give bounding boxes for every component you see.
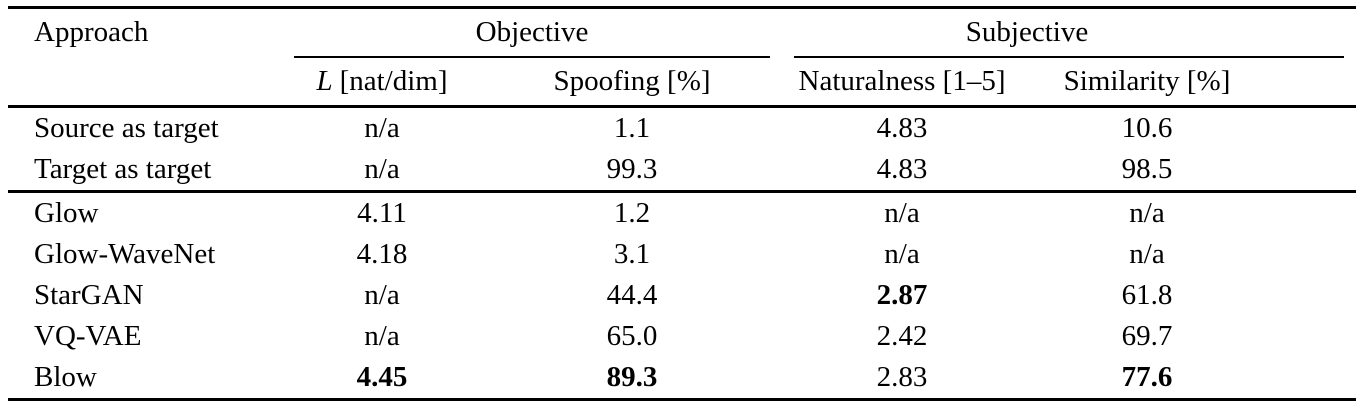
- cell-similarity: 10.6: [1121, 112, 1173, 144]
- table-row-blow: Blow 4.45 89.3 2.83 77.6: [8, 357, 1356, 398]
- cmidrule-gap: [770, 56, 794, 58]
- cell-l: 4.45: [356, 361, 408, 393]
- l-math-symbol: L: [316, 65, 333, 97]
- cell-spoofing: 3.1: [613, 238, 651, 270]
- cell-approach: Target as target: [34, 153, 212, 185]
- cell-naturalness: n/a: [884, 238, 920, 270]
- l-unit-label: [nat/dim]: [339, 65, 448, 97]
- header-group-row: Approach Objective Subjective: [8, 9, 1356, 56]
- cell-approach: Source as target: [34, 112, 219, 144]
- column-header-naturalness: Naturalness [1–5]: [798, 65, 1006, 97]
- cell-naturalness: 4.83: [876, 153, 928, 185]
- cell-spoofing: 89.3: [606, 361, 658, 393]
- rule-objective-group: [294, 56, 770, 58]
- group-header-objective: Objective: [475, 16, 589, 48]
- rule-under-header: [8, 105, 1356, 108]
- table-row-glow: Glow 4.11 1.2 n/a n/a: [8, 193, 1356, 234]
- cell-approach: VQ-VAE: [34, 320, 142, 352]
- rule-subjective-group: [794, 56, 1344, 58]
- cell-l: 4.18: [356, 238, 408, 270]
- rule-bottom: [8, 398, 1356, 401]
- table-row-target-as-target: Target as target n/a 99.3 4.83 98.5: [8, 149, 1356, 190]
- cell-naturalness: 2.87: [876, 279, 928, 311]
- table-row-vq-vae: VQ-VAE n/a 65.0 2.42 69.7: [8, 316, 1356, 357]
- column-header-l-nat-dim: L [nat/dim]: [282, 65, 482, 98]
- cell-spoofing: 99.3: [606, 153, 658, 185]
- column-header-approach: Approach: [34, 16, 149, 48]
- table-row-stargan: StarGAN n/a 44.4 2.87 61.8: [8, 275, 1356, 316]
- cell-similarity: 61.8: [1121, 279, 1173, 311]
- cell-similarity: 98.5: [1121, 153, 1173, 185]
- column-header-spoofing: Spoofing [%]: [553, 65, 711, 97]
- cell-similarity: 77.6: [1121, 361, 1173, 393]
- cell-spoofing: 1.1: [613, 112, 651, 144]
- cell-approach: StarGAN: [34, 279, 144, 311]
- cell-l: n/a: [364, 153, 400, 185]
- cell-approach: Glow-WaveNet: [34, 238, 216, 270]
- cell-spoofing: 44.4: [606, 279, 658, 311]
- table-row-glow-wavenet: Glow-WaveNet 4.18 3.1 n/a n/a: [8, 234, 1356, 275]
- cell-similarity: 69.7: [1121, 320, 1173, 352]
- rule-mid: [8, 190, 1356, 193]
- cell-naturalness: n/a: [884, 197, 920, 229]
- cell-l: n/a: [364, 112, 400, 144]
- cell-approach: Glow: [34, 197, 99, 229]
- cell-similarity: n/a: [1129, 197, 1165, 229]
- rule-top: [8, 6, 1356, 9]
- results-table: Approach Objective Subjective L [nat/dim]…: [8, 6, 1356, 401]
- header-sub-row: L [nat/dim] Spoofing [%] Naturalness [1–5…: [8, 58, 1356, 105]
- cell-l: 4.11: [357, 197, 407, 229]
- column-header-similarity: Similarity [%]: [1063, 65, 1231, 97]
- cell-naturalness: 2.42: [876, 320, 928, 352]
- cell-approach: Blow: [34, 361, 97, 393]
- table-row-source-as-target: Source as target n/a 1.1 4.83 10.6: [8, 108, 1356, 149]
- cell-spoofing: 65.0: [606, 320, 658, 352]
- cell-l: n/a: [364, 320, 400, 352]
- cell-similarity: n/a: [1129, 238, 1165, 270]
- cmidrule-row: [8, 56, 1356, 58]
- group-header-subjective: Subjective: [965, 16, 1089, 48]
- cmidrule-spacer-left: [8, 56, 294, 58]
- cell-naturalness: 2.83: [876, 361, 928, 393]
- cell-naturalness: 4.83: [876, 112, 928, 144]
- cell-spoofing: 1.2: [613, 197, 651, 229]
- cell-l: n/a: [364, 279, 400, 311]
